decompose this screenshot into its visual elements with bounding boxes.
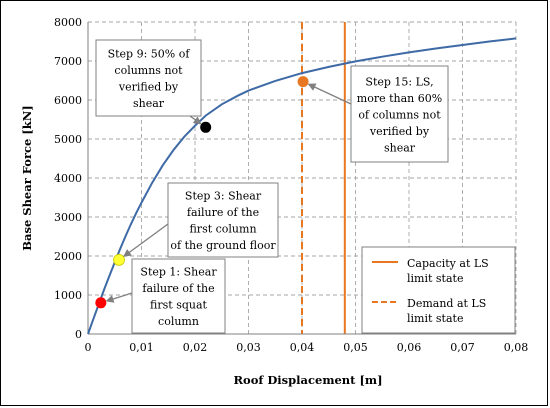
callout-box-1 [131, 258, 226, 334]
callout-text-line: columns not [114, 64, 183, 77]
callout-leader [123, 223, 169, 257]
x-tick-label: 0,05 [343, 341, 368, 354]
callout-leader [189, 115, 202, 125]
callout-leader [307, 83, 352, 105]
legend-entry-text: Capacity at LS [407, 257, 489, 270]
x-axis-title: Roof Displacement [m] [233, 373, 382, 387]
x-tick-label: 0,01 [129, 341, 154, 354]
callout-text-line: Step 15: LS, [365, 75, 433, 88]
callout-text-line: failure of the [187, 206, 259, 219]
y-tick-label: 4000 [54, 172, 82, 185]
legend-entry-text: limit state [407, 272, 463, 285]
callout-text-line: Step 3: Shear [185, 190, 262, 203]
callout-boxes: Step 1: Shear failure of the first squat co… [95, 39, 449, 334]
series-layer [87, 37, 517, 335]
axes: 0 1000 2000 3000 4000 5000 6000 7000 8000 0 0,01 0,… [54, 16, 528, 354]
callout-leaders [105, 83, 352, 303]
pushover-curve [87, 37, 517, 335]
step-points [95, 76, 309, 309]
callout-text-line: of the ground floor [170, 239, 276, 252]
x-tick-label: 0,06 [397, 341, 422, 354]
y-tick-label: 3000 [54, 211, 82, 224]
step-point-3 [200, 121, 212, 133]
y-tick-label: 6000 [54, 94, 82, 107]
y-axis-title: Base Shear Force [kN] [20, 105, 34, 250]
x-tick-label: 0,03 [236, 341, 261, 354]
callout-box-2 [167, 182, 279, 258]
y-tick-label: 0 [75, 328, 82, 341]
reference-lines [301, 22, 346, 334]
callout-box-3 [95, 39, 202, 117]
x-tick-label: 0 [85, 341, 92, 354]
callout-text-line: Step 1: Shear [140, 266, 217, 279]
callout-text-line: Step 9: 50% of [108, 48, 191, 61]
x-tick-label: 0,07 [450, 341, 475, 354]
x-tick-label: 0,08 [504, 341, 529, 354]
y-tick-label: 5000 [54, 133, 82, 146]
callout-leader [105, 292, 133, 303]
y-tick-label: 1000 [54, 289, 82, 302]
callout-text-line: verified by [118, 81, 179, 94]
y-tick-label: 7000 [54, 55, 82, 68]
step-point-1 [95, 297, 107, 309]
callout-text-line: first squat [150, 299, 207, 312]
y-tick-label: 8000 [54, 16, 82, 29]
step-point-2 [113, 253, 125, 266]
callout-text-line: of columns not [358, 108, 441, 121]
callout-text-line: shear [133, 97, 165, 110]
callout-text-line: more than 60% [357, 92, 442, 105]
legend-entry-text: limit state [407, 312, 463, 325]
x-tick-label: 0,02 [183, 341, 208, 354]
callout-text-line: verified by [369, 125, 430, 138]
legend: Capacity at LS limit state Demand at LS lim… [361, 246, 516, 334]
legend-entry-text: Demand at LS [407, 297, 486, 310]
callout-text-line: column [158, 315, 199, 328]
callout-text-line: failure of the [142, 282, 214, 295]
y-tick-label: 2000 [54, 250, 82, 263]
callout-box-4 [350, 65, 449, 163]
callout-text-line: first column [189, 223, 256, 236]
x-tick-label: 0,04 [290, 341, 315, 354]
callout-text-line: shear [384, 141, 416, 154]
step-point-4 [297, 76, 309, 88]
